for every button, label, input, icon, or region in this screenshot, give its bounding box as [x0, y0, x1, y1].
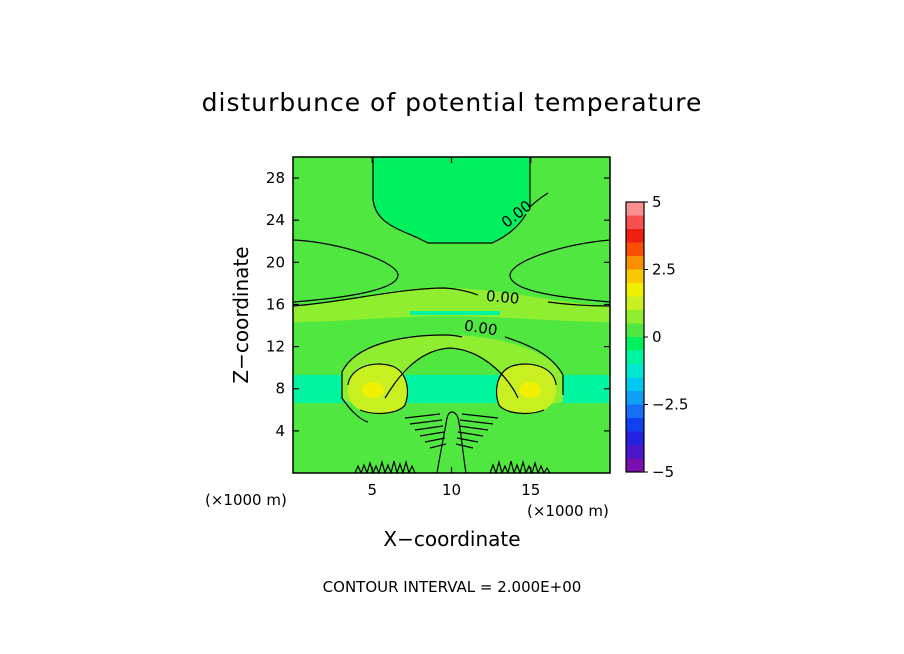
contour-right-bubble	[496, 363, 557, 415]
contour-stem	[436, 411, 467, 473]
colorbar-level	[626, 418, 644, 432]
x-tick-label: 15	[521, 481, 540, 499]
y-tick-label: 8	[275, 380, 285, 398]
colorbar-level	[626, 215, 644, 229]
thermal-arch-region	[342, 335, 563, 404]
left-bubble-core	[362, 382, 384, 398]
contour-label: 0.00	[463, 316, 499, 339]
colorbar-level	[626, 391, 644, 405]
colorbar-tick-label: −2.5	[652, 396, 688, 414]
right-bubble-core	[519, 382, 541, 398]
colorbar: 5 2.5 0 −2.5 −5	[625, 193, 688, 481]
contour-left-lobe	[293, 239, 399, 303]
contour-16km	[293, 287, 479, 307]
colorbar-level	[626, 445, 644, 459]
contour-interval-text: CONTOUR INTERVAL = 2.000E+00	[323, 578, 582, 596]
y-axis-label: Z−coordinate	[229, 246, 253, 383]
x-axis-label: X−coordinate	[383, 527, 520, 551]
contour-stem-fins-left	[404, 413, 447, 449]
contour-arch-inner	[341, 347, 519, 423]
y-tick-label: 16	[266, 295, 285, 313]
colorbar-level	[626, 431, 644, 445]
contour-ground-ripples	[354, 459, 551, 473]
colorbar-level	[626, 337, 644, 351]
colorbar-level	[626, 350, 644, 364]
colorbar-tick-label: 5	[652, 193, 662, 211]
layer-16km-region	[293, 288, 610, 322]
colorbar-level	[626, 296, 644, 310]
right-lobe-region	[510, 240, 610, 302]
x-tick-label: 5	[367, 481, 377, 499]
colorbar-level	[626, 242, 644, 256]
contour-lines	[293, 157, 610, 473]
colorbar-level	[626, 323, 644, 337]
colorbar-level	[626, 256, 644, 270]
contour-arch	[341, 334, 463, 373]
colorbar-tick-label: 2.5	[652, 261, 676, 279]
y-tick-label: 4	[275, 422, 285, 440]
y-tick-label: 28	[266, 169, 285, 187]
x-tick-label: 10	[442, 481, 461, 499]
plot-area	[293, 157, 610, 473]
upper-cool-region	[373, 157, 530, 243]
contour-label: 0.00	[485, 287, 520, 308]
contour-upper-u-right	[529, 157, 549, 209]
x-unit-label: (×1000 m)	[527, 502, 609, 520]
colorbar-level	[626, 377, 644, 391]
contour-stem-fins-right	[455, 413, 499, 449]
contour-right-lobe	[509, 239, 610, 303]
contour-arch-right	[504, 336, 564, 395]
contour-upper-u	[372, 157, 527, 244]
colorbar-level	[626, 229, 644, 243]
axis-ticks: 5 10 15 4 8 12 16 20 24 28	[266, 157, 610, 499]
y-unit-label: (×1000 m)	[205, 491, 287, 509]
colorbar-level	[626, 269, 644, 283]
colorbar-tick-label: −5	[652, 463, 674, 481]
y-tick-label: 12	[266, 338, 285, 356]
y-tick-label: 24	[266, 211, 285, 229]
contour-16km-right	[547, 301, 610, 307]
colorbar-tick-label: 0	[652, 328, 662, 346]
contour-left-bubble	[347, 363, 408, 415]
colorbar-level	[626, 202, 644, 216]
layer-cyan-strip	[410, 311, 500, 315]
colorbar-level	[626, 283, 644, 297]
colorbar-level	[626, 458, 644, 472]
chart-title: disturbunce of potential temperature	[202, 88, 703, 117]
colorbar-level	[626, 404, 644, 418]
y-tick-label: 20	[266, 253, 285, 271]
left-lobe-region	[293, 240, 398, 302]
colorbar-level	[626, 310, 644, 324]
colorbar-level	[626, 364, 644, 378]
